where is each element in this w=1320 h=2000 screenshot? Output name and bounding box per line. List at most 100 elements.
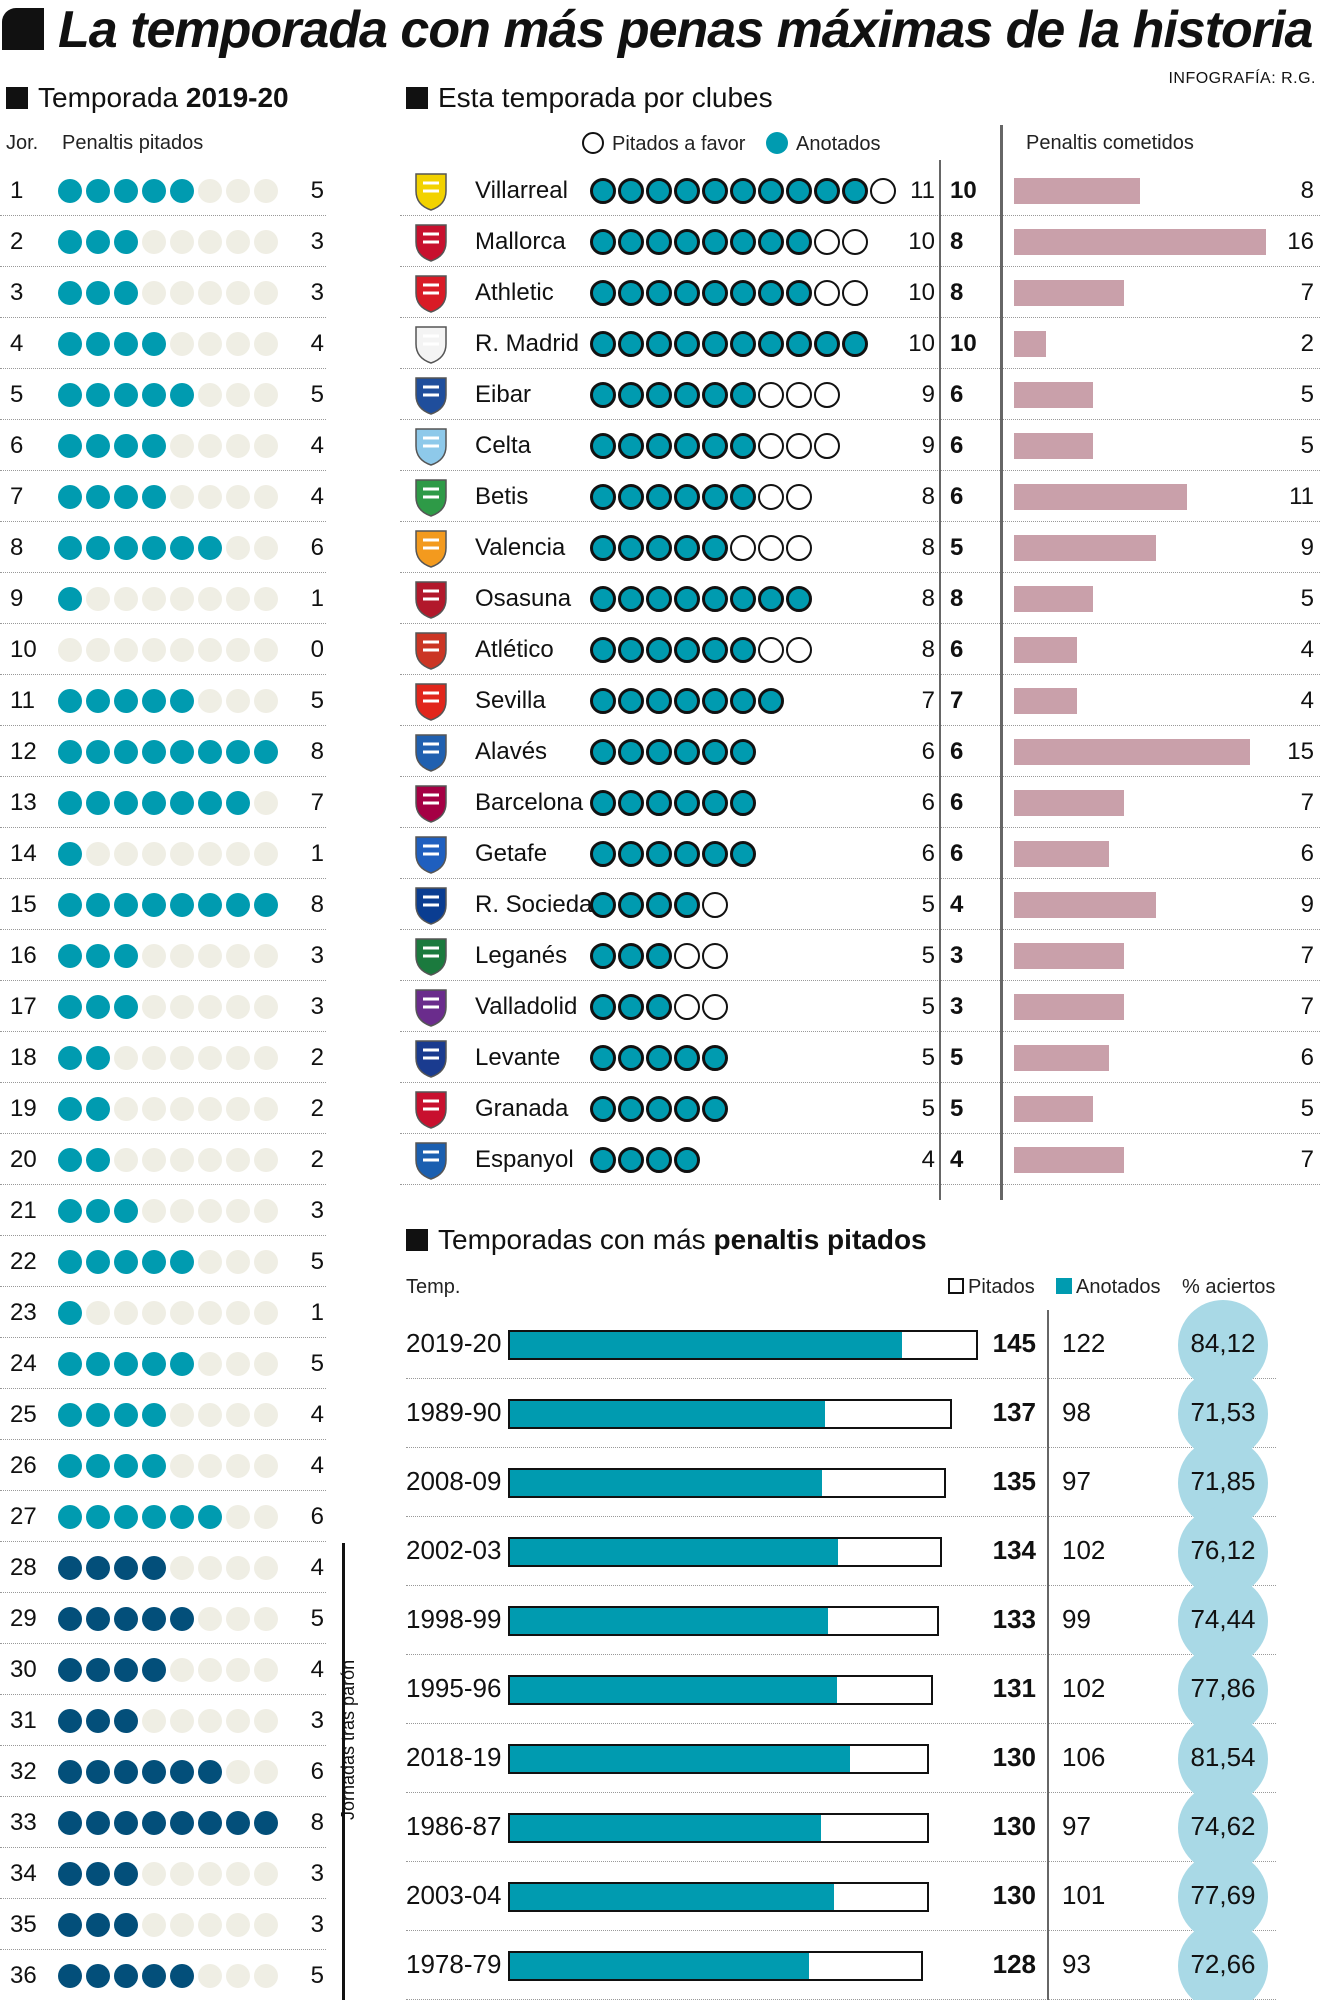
scored-penalty-dot xyxy=(646,484,672,510)
scored-penalty-dot xyxy=(758,280,784,306)
season-anotados-fill xyxy=(510,1884,835,1910)
scored-penalty-dot xyxy=(618,739,644,765)
penalty-dot-empty xyxy=(254,1301,278,1325)
penalty-dot-empty xyxy=(114,1046,138,1070)
club-row: Osasuna 8 8 5 xyxy=(400,573,1320,624)
matchday-number: 22 xyxy=(10,1248,37,1275)
awarded-penalty-dot xyxy=(786,484,812,510)
season-pitados-bar xyxy=(508,1813,930,1843)
penalty-dot-empty xyxy=(226,1658,250,1682)
club-name: Espanyol xyxy=(475,1146,574,1173)
penalty-dot-filled xyxy=(86,995,110,1019)
matchday-number: 28 xyxy=(10,1554,37,1581)
penalty-dot-filled xyxy=(114,179,138,203)
scored-penalty-dot xyxy=(618,1147,644,1173)
club-name: Getafe xyxy=(475,840,548,867)
matchday-dots xyxy=(58,230,282,254)
club-anotados: 10 xyxy=(950,177,977,204)
penalty-dot-filled xyxy=(114,689,138,713)
penalty-dot-filled xyxy=(86,1556,110,1580)
club-row: Betis 8 6 11 xyxy=(400,471,1320,522)
penalty-dot-empty xyxy=(198,1607,222,1631)
penalty-dot-filled xyxy=(170,689,194,713)
season-pitados-bar xyxy=(508,1606,940,1636)
penalty-dot-empty xyxy=(198,383,222,407)
matchday-dots xyxy=(58,842,282,866)
club-cometidos: 4 xyxy=(1300,636,1314,663)
penalty-dot-empty xyxy=(114,638,138,662)
matchday-dots xyxy=(58,434,282,458)
penalty-dot-filled xyxy=(86,944,110,968)
penalty-dot-empty xyxy=(226,689,250,713)
penalty-dot-filled xyxy=(86,1250,110,1274)
matchday-row: 32 6 xyxy=(0,1746,326,1797)
scored-penalty-dot xyxy=(674,1045,700,1071)
season-row: 2008-09 135 97 71,85 xyxy=(406,1438,1276,1528)
season-pitados: 130 xyxy=(992,1880,1036,1910)
season-row: 1995-96 131 102 77,86 xyxy=(406,1645,1276,1735)
penalty-dot-filled xyxy=(114,383,138,407)
club-name: Osasuna xyxy=(475,585,572,612)
scored-penalty-dot xyxy=(646,688,672,714)
matchday-value: 5 xyxy=(310,1962,324,1989)
club-name: Granada xyxy=(475,1095,569,1122)
season-pitados: 134 xyxy=(992,1535,1036,1565)
club-pitados: 8 xyxy=(921,534,935,561)
season-anotados-fill xyxy=(510,1953,809,1979)
matchday-value: 7 xyxy=(310,789,324,816)
season-pitados-bar xyxy=(508,1744,930,1774)
scored-penalty-dot xyxy=(646,892,672,918)
penalty-dot-empty xyxy=(170,1556,194,1580)
penalty-dot-filled xyxy=(86,1760,110,1784)
scored-penalty-dot xyxy=(674,892,700,918)
matchday-number: 14 xyxy=(10,840,37,867)
penalty-dot-filled xyxy=(58,995,82,1019)
season-pct: 77,86 xyxy=(1190,1673,1256,1703)
penalty-dot-filled xyxy=(58,587,82,611)
scored-penalty-dot xyxy=(730,229,756,255)
scored-penalty-dot xyxy=(702,433,728,459)
matchday-value: 3 xyxy=(310,993,324,1020)
matchday-row: 36 5 xyxy=(0,1950,326,2000)
season-pct: 76,12 xyxy=(1190,1535,1256,1565)
awarded-penalty-dot xyxy=(842,280,868,306)
club-dots xyxy=(590,331,870,357)
matchday-dots xyxy=(58,1505,282,1529)
scored-penalty-dot xyxy=(842,331,868,357)
penalty-dot-filled xyxy=(86,1709,110,1733)
club-pitados: 5 xyxy=(921,1044,935,1071)
matchday-dots xyxy=(58,689,282,713)
scored-penalty-dot xyxy=(646,331,672,357)
club-anotados: 8 xyxy=(950,228,964,255)
penalty-dot-filled xyxy=(86,740,110,764)
penalty-dot-filled xyxy=(226,1811,250,1835)
club-name: Valladolid xyxy=(475,993,578,1020)
club-pitados: 8 xyxy=(921,636,935,663)
penalty-dot-filled xyxy=(142,383,166,407)
club-cometidos: 7 xyxy=(1300,279,1314,306)
club-name: Villarreal xyxy=(475,177,568,204)
club-anotados: 6 xyxy=(950,840,964,867)
club-cometidos: 5 xyxy=(1300,585,1314,612)
awarded-penalty-dot xyxy=(842,229,868,255)
scored-penalty-dot xyxy=(730,586,756,612)
club-crest-icon xyxy=(414,375,448,415)
club-row: Sevilla 7 7 4 xyxy=(400,675,1320,726)
penalty-dot-filled xyxy=(114,1913,138,1937)
penalty-dot-filled xyxy=(142,689,166,713)
scored-penalty-dot xyxy=(758,229,784,255)
legend-empty-square-icon xyxy=(948,1278,964,1294)
penalty-dot-empty xyxy=(226,1250,250,1274)
matchday-number: 36 xyxy=(10,1962,37,1989)
penalty-dot-filled xyxy=(58,1505,82,1529)
club-anotados: 5 xyxy=(950,1095,964,1122)
penalty-dot-filled xyxy=(114,1505,138,1529)
scored-penalty-dot xyxy=(702,331,728,357)
scored-penalty-dot xyxy=(674,841,700,867)
penalty-dot-empty xyxy=(170,332,194,356)
season-row: 1989-90 137 98 71,53 xyxy=(406,1369,1276,1459)
penalty-dot-filled xyxy=(58,332,82,356)
matchday-number: 24 xyxy=(10,1350,37,1377)
